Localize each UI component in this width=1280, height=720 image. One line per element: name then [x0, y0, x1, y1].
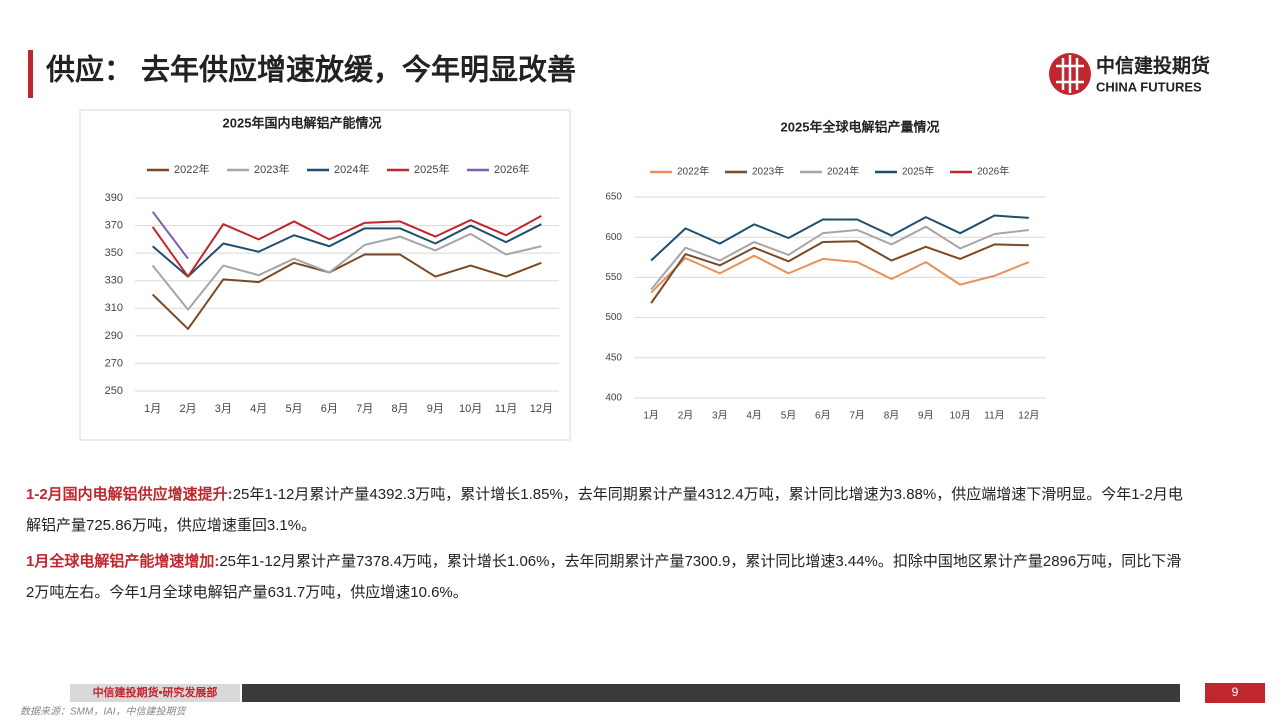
y-tick-label: 600 — [605, 232, 622, 243]
x-tick-label: 10月 — [459, 403, 482, 415]
x-tick-label: 10月 — [950, 410, 971, 422]
x-tick-label: 1月 — [144, 403, 161, 415]
x-tick-label: 9月 — [918, 410, 934, 422]
paragraph-lead: 1月全球电解铝产能增速增加: — [26, 553, 220, 570]
paragraph-text: 25年1-12月累计产量7378.4万吨，累计增长1.06%，去年同期累计产量7… — [26, 553, 1182, 601]
legend-label: 2025年 — [902, 165, 934, 178]
y-tick-label: 350 — [105, 247, 123, 259]
series-line — [151, 211, 189, 260]
series-line — [151, 215, 542, 278]
chart-frame — [79, 109, 571, 441]
footer-dept-bg — [70, 684, 240, 702]
series-line — [650, 225, 1029, 291]
x-tick-label: 3月 — [712, 410, 728, 422]
series-line — [151, 253, 542, 330]
x-tick-label: 4月 — [250, 403, 267, 415]
y-tick-label: 330 — [105, 275, 123, 287]
y-tick-label: 290 — [105, 330, 123, 342]
legend-label: 2025年 — [414, 162, 449, 176]
series-line — [650, 240, 1029, 304]
y-tick-label: 310 — [105, 302, 123, 314]
y-tick-label: 270 — [105, 357, 123, 369]
x-tick-label: 9月 — [427, 403, 444, 415]
page-number: 9 — [1232, 685, 1239, 699]
series-line — [650, 214, 1029, 262]
x-tick-label: 2月 — [179, 403, 196, 415]
series-line — [650, 254, 1030, 294]
logo-cn: 中信建投期货 — [1096, 54, 1210, 77]
x-tick-label: 12月 — [1018, 410, 1039, 422]
footer-bar — [242, 684, 1180, 702]
paragraph-lead: 1-2月国内电解铝供应增速提升: — [26, 486, 233, 503]
chart-title: 2025年全球电解铝产量情况 — [781, 119, 940, 134]
legend-label: 2022年 — [174, 162, 209, 176]
legend-label: 2024年 — [827, 165, 859, 178]
y-tick-label: 400 — [605, 393, 622, 404]
page-bg — [1205, 683, 1265, 703]
x-tick-label: 3月 — [215, 403, 232, 415]
y-tick-label: 370 — [105, 219, 123, 231]
x-tick-label: 8月 — [884, 410, 900, 422]
y-tick-label: 650 — [605, 192, 622, 203]
title-accent — [28, 50, 33, 98]
x-tick-label: 5月 — [781, 410, 797, 422]
logo — [1049, 53, 1091, 95]
x-tick-label: 5月 — [285, 403, 302, 415]
x-tick-label: 12月 — [530, 403, 553, 415]
x-tick-label: 7月 — [849, 410, 865, 422]
series-line — [151, 232, 542, 311]
y-tick-label: 550 — [605, 272, 622, 283]
legend-label: 2023年 — [254, 162, 289, 176]
legend-label: 2024年 — [334, 162, 369, 176]
footer-dept: 中信建投期货•研究发展部 — [93, 685, 218, 699]
chart-title: 2025年国内电解铝产能情况 — [223, 115, 382, 130]
x-tick-label: 1月 — [643, 410, 659, 422]
x-tick-label: 2月 — [678, 410, 694, 422]
paragraph: 1月全球电解铝产能增速增加:25年1-12月累计产量7378.4万吨，累计增长1… — [26, 546, 1186, 608]
paragraph: 1-2月国内电解铝供应增速提升:25年1-12月累计产量4392.3万吨，累计增… — [26, 479, 1186, 541]
y-tick-label: 250 — [105, 385, 123, 397]
x-tick-label: 11月 — [984, 410, 1004, 422]
x-tick-label: 6月 — [321, 403, 338, 415]
logo-en: CHINA FUTURES — [1096, 79, 1202, 94]
legend-label: 2022年 — [677, 165, 709, 178]
slide-title: 供应： 去年供应增速放缓，今年明显改善 — [45, 53, 576, 87]
legend-label: 2026年 — [494, 162, 529, 176]
y-tick-label: 390 — [105, 192, 123, 204]
x-tick-label: 4月 — [746, 410, 762, 422]
x-tick-label: 8月 — [391, 403, 408, 415]
y-tick-label: 500 — [605, 312, 622, 323]
x-tick-label: 11月 — [495, 403, 517, 415]
x-tick-label: 7月 — [356, 403, 373, 415]
x-tick-label: 6月 — [815, 410, 831, 422]
legend-label: 2023年 — [752, 165, 784, 178]
paragraph-text: 25年1-12月累计产量4392.3万吨，累计增长1.85%，去年同期累计产量4… — [26, 486, 1183, 534]
legend-label: 2026年 — [977, 165, 1009, 178]
y-tick-label: 450 — [605, 352, 622, 363]
source: 数据来源：SMM，IAI，中信建投期货 — [20, 706, 188, 718]
series-line — [152, 223, 542, 278]
